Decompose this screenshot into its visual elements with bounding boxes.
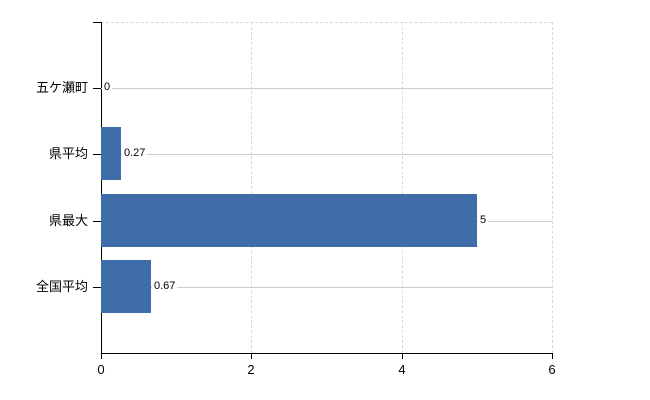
x-tick-label: 4 — [398, 362, 406, 377]
value-label: 0.67 — [152, 280, 178, 293]
x-axis-tick — [251, 353, 252, 359]
plot-top-border — [101, 22, 552, 23]
vertical-gridline — [402, 22, 403, 353]
category-gridline — [101, 88, 552, 89]
y-axis-tick — [93, 154, 101, 155]
bar-2 — [101, 127, 121, 180]
y-axis-tick — [93, 22, 101, 23]
x-tick-label: 0 — [97, 362, 105, 377]
category-label: 県最大 — [48, 213, 88, 228]
category-gridline — [101, 287, 552, 288]
category-label: 県平均 — [48, 146, 88, 161]
plot-area: 0 0.27 5 0.67 — [101, 22, 553, 353]
x-axis-tick — [402, 353, 403, 359]
y-axis-tick — [93, 221, 101, 222]
category-label: 五ケ瀬町 — [35, 80, 88, 95]
bar-3 — [101, 194, 477, 247]
value-label: 0 — [102, 81, 113, 94]
x-tick-label: 6 — [548, 362, 556, 377]
value-label: 5 — [478, 214, 489, 227]
x-axis-line — [101, 353, 552, 354]
y-axis-tick — [93, 88, 101, 89]
x-axis-tick — [552, 353, 553, 359]
value-label: 0.27 — [122, 147, 148, 160]
category-gridline — [101, 154, 552, 155]
bar-4 — [101, 260, 151, 313]
x-tick-label: 2 — [247, 362, 255, 377]
category-label: 全国平均 — [35, 279, 88, 294]
vertical-gridline — [251, 22, 252, 353]
y-axis-tick — [93, 287, 101, 288]
vertical-gridline — [552, 22, 553, 353]
x-axis-tick — [101, 353, 102, 359]
y-axis-line — [101, 22, 102, 359]
